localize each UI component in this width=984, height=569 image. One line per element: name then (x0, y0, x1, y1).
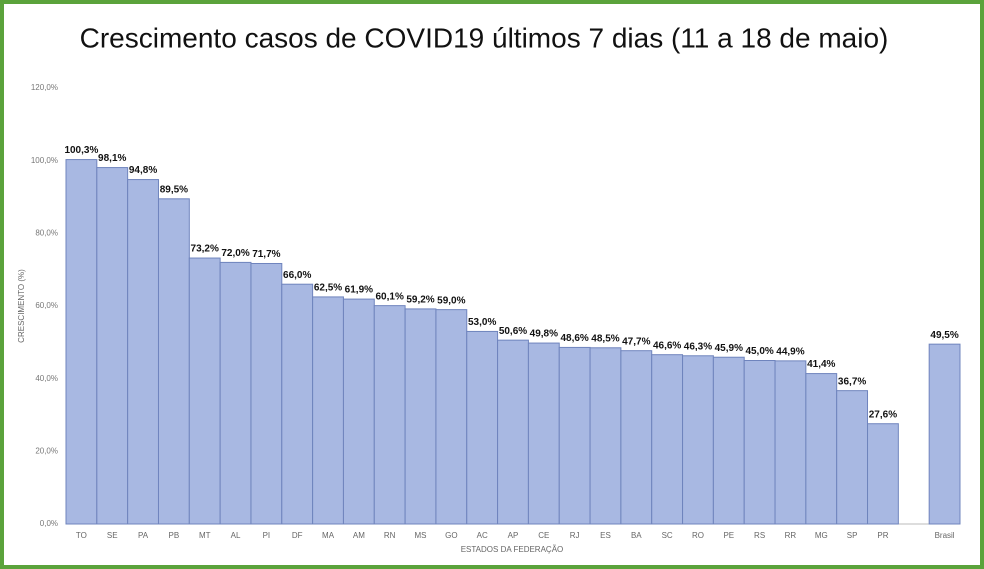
value-label: 72,0% (221, 248, 249, 259)
x-tick-label: MS (415, 531, 427, 540)
bar (836, 390, 869, 525)
value-label: 36,7% (838, 376, 866, 387)
value-label: 59,0% (437, 295, 465, 306)
value-label: 48,6% (560, 333, 588, 344)
value-label: 49,8% (530, 329, 558, 340)
x-tick-label: PR (877, 531, 888, 540)
bar (96, 167, 129, 525)
x-tick-label: PA (138, 531, 149, 540)
y-tick-label: 60,0% (35, 301, 58, 310)
bar (404, 308, 437, 525)
x-tick-label: AL (231, 531, 241, 540)
x-tick-label: RJ (570, 531, 580, 540)
value-label: 59,2% (406, 295, 434, 306)
bar (589, 347, 622, 525)
bar (743, 360, 776, 525)
value-label: 89,5% (160, 184, 188, 195)
bar (157, 198, 190, 525)
value-label: 27,6% (869, 409, 897, 420)
value-label: 50,6% (499, 326, 527, 337)
bar (373, 305, 406, 525)
bar (712, 356, 745, 525)
x-tick-label: PE (723, 531, 734, 540)
value-label: 61,9% (345, 285, 373, 296)
value-label: 44,9% (776, 347, 804, 358)
value-label: 46,6% (653, 340, 681, 351)
x-tick-label: MG (815, 531, 828, 540)
bar (774, 360, 807, 525)
value-label: 71,7% (252, 249, 280, 260)
x-tick-label: MA (322, 531, 335, 540)
y-tick-label: 20,0% (35, 446, 58, 455)
value-label: 53,0% (468, 317, 496, 328)
y-tick-label: 100,0% (31, 156, 58, 165)
bar (928, 343, 961, 525)
y-tick-label: 0,0% (40, 519, 58, 528)
x-tick-label: MT (199, 531, 211, 540)
bar (558, 346, 591, 525)
x-tick-label: RR (785, 531, 797, 540)
value-label: 47,7% (622, 336, 650, 347)
value-label: 62,5% (314, 283, 342, 294)
x-tick-label: CE (538, 531, 549, 540)
x-axis-label: ESTADOS DA FEDERAÇÃO (461, 545, 564, 554)
x-tick-label: RN (384, 531, 396, 540)
y-tick-label: 120,0% (31, 83, 58, 92)
value-label: 73,2% (191, 244, 219, 255)
value-label: 41,4% (807, 359, 835, 370)
x-tick-label: DF (292, 531, 303, 540)
value-label: 46,3% (684, 341, 712, 352)
bar (497, 339, 529, 525)
x-tick-label: SP (847, 531, 858, 540)
chart-title: Crescimento casos de COVID19 últimos 7 d… (80, 22, 889, 53)
bar (188, 257, 221, 525)
x-tick-label: SE (107, 531, 118, 540)
bar (435, 309, 468, 525)
x-tick-label: PI (263, 531, 271, 540)
value-label: 66,0% (283, 270, 311, 281)
bar (867, 423, 899, 525)
value-label: 48,5% (591, 333, 619, 344)
value-label: 98,1% (98, 153, 126, 164)
bar (127, 179, 159, 525)
value-label: 60,1% (376, 291, 404, 302)
x-tick-label: AP (508, 531, 519, 540)
bar (466, 330, 499, 525)
x-tick-label: ES (600, 531, 611, 540)
bar (651, 354, 684, 525)
bar (250, 262, 283, 525)
bar (527, 342, 560, 525)
x-tick-label: AM (353, 531, 365, 540)
x-tick-label: PB (169, 531, 180, 540)
bar (219, 261, 252, 525)
x-tick-label: SC (662, 531, 673, 540)
bar (805, 373, 838, 525)
bar (682, 355, 714, 525)
y-tick-label: 80,0% (35, 228, 58, 237)
bar (312, 296, 344, 525)
x-tick-label: GO (445, 531, 457, 540)
value-label: 49,5% (930, 330, 958, 341)
value-label: 45,0% (745, 346, 773, 357)
bar (620, 350, 653, 525)
value-label: 94,8% (129, 165, 157, 176)
x-tick-label: AC (477, 531, 488, 540)
x-tick-label: RO (692, 531, 704, 540)
bar (342, 298, 375, 525)
x-tick-label: RS (754, 531, 765, 540)
value-label: 45,9% (715, 343, 743, 354)
y-tick-label: 40,0% (35, 374, 58, 383)
y-axis-label: CRESCIMENTO (%) (17, 269, 26, 343)
value-label: 100,3% (64, 145, 98, 156)
x-tick-label: Brasil (935, 531, 955, 540)
bar (281, 283, 314, 525)
bar (65, 159, 98, 525)
x-tick-label: BA (631, 531, 642, 540)
x-tick-label: TO (76, 531, 87, 540)
